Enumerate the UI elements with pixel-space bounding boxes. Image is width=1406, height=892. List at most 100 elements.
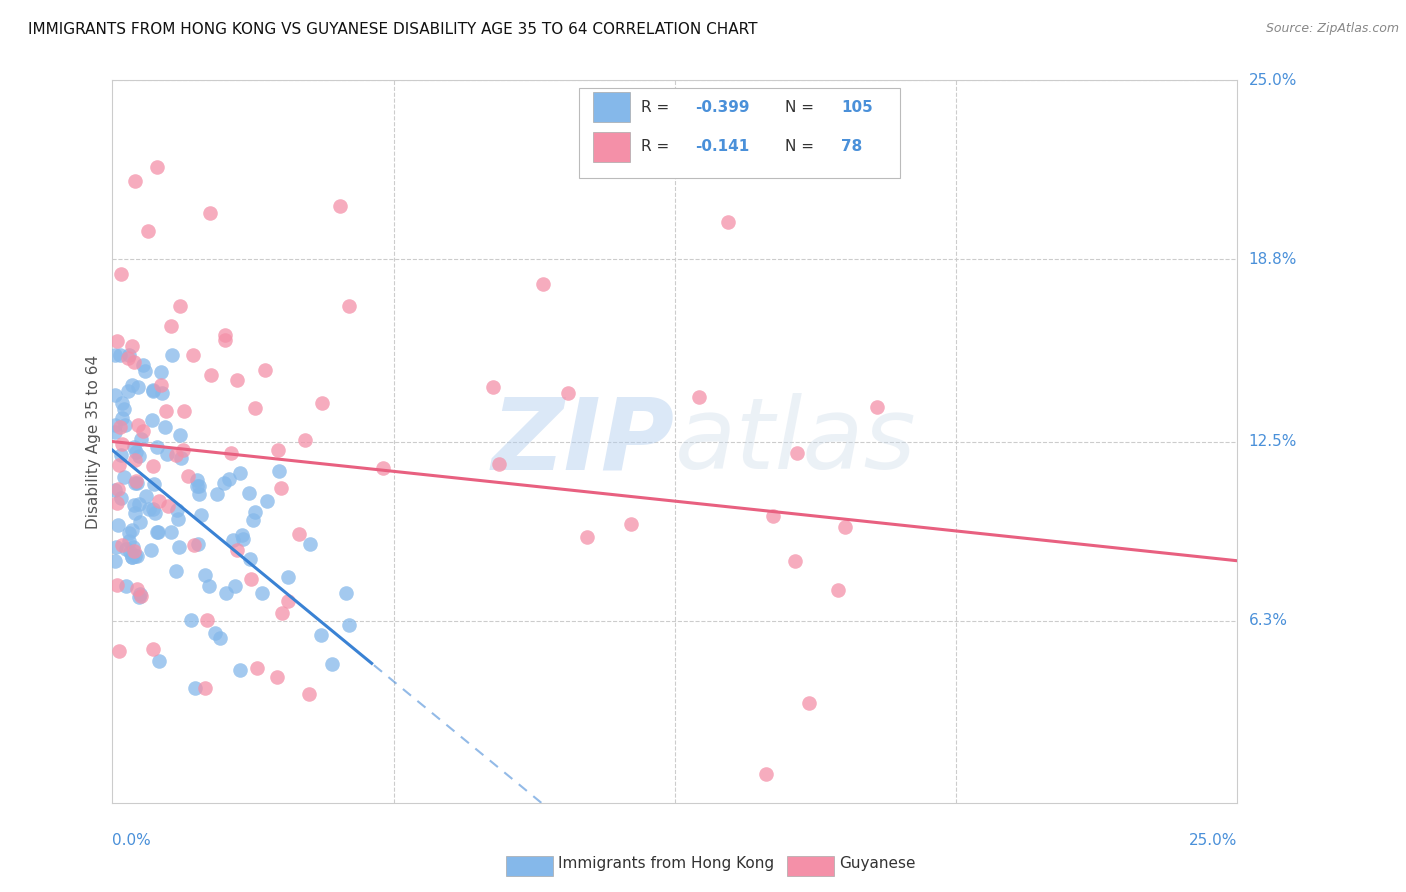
Point (142, 642, 165, 657)
Point (256, 494, 278, 508)
Point (142, 502, 165, 516)
Point (250, 586, 273, 600)
Point (205, 487, 228, 501)
Point (104, 554, 127, 568)
Point (195, 614, 218, 628)
Point (121, 377, 143, 392)
Point (114, 418, 136, 433)
Point (132, 358, 155, 372)
Point (238, 486, 260, 500)
Point (243, 505, 266, 519)
Point (866, 401, 889, 415)
Point (121, 550, 143, 565)
Point (172, 443, 194, 458)
Point (225, 373, 247, 387)
Point (228, 664, 250, 678)
Point (141, 413, 163, 427)
Point (125, 476, 148, 491)
Point (229, 466, 252, 480)
Point (299, 537, 322, 551)
Point (797, 696, 820, 710)
Point (371, 461, 394, 475)
Point (269, 465, 291, 479)
Point (108, 348, 131, 362)
Point (224, 579, 246, 593)
Point (266, 670, 288, 684)
Point (129, 586, 152, 600)
Point (165, 448, 187, 462)
Point (118, 545, 141, 559)
Point (134, 363, 156, 377)
Point (240, 572, 263, 586)
Point (488, 457, 510, 471)
Point (232, 532, 254, 546)
Point (117, 384, 139, 399)
Point (186, 473, 208, 487)
Point (143, 506, 166, 520)
Point (134, 490, 156, 504)
Point (167, 512, 190, 526)
Point (173, 404, 195, 418)
Point (107, 518, 129, 533)
Point (129, 515, 152, 529)
Point (186, 479, 208, 493)
Text: R =: R = (641, 139, 675, 154)
Point (141, 458, 163, 473)
Point (184, 681, 207, 695)
Point (298, 687, 321, 701)
Point (531, 277, 554, 292)
Point (122, 541, 145, 555)
Text: 0.0%: 0.0% (112, 833, 152, 848)
Point (138, 223, 160, 237)
Point (112, 402, 135, 417)
Point (121, 549, 143, 564)
Text: 78: 78 (841, 139, 863, 154)
Point (152, 386, 174, 401)
Point (620, 517, 643, 532)
Text: ZIP: ZIP (492, 393, 675, 490)
Point (105, 578, 128, 592)
Point (834, 519, 856, 533)
Text: 105: 105 (841, 100, 873, 114)
Point (309, 628, 332, 642)
Point (253, 363, 276, 377)
Point (121, 523, 143, 537)
Point (177, 469, 200, 483)
Point (157, 499, 180, 513)
Point (124, 174, 146, 188)
Point (111, 410, 134, 425)
Text: 18.8%: 18.8% (1249, 252, 1296, 267)
Text: IMMIGRANTS FROM HONG KONG VS GUYANESE DISABILITY AGE 35 TO 64 CORRELATION CHART: IMMIGRANTS FROM HONG KONG VS GUYANESE DI… (28, 22, 758, 37)
Point (114, 541, 136, 556)
Point (124, 506, 146, 520)
Point (104, 418, 127, 433)
Point (194, 681, 217, 695)
Point (132, 424, 155, 438)
Point (321, 657, 343, 672)
Point (146, 160, 169, 174)
Point (122, 355, 145, 369)
Point (187, 536, 209, 550)
Point (122, 440, 145, 454)
Text: Immigrants from Hong Kong: Immigrants from Hong Kong (558, 856, 775, 871)
Point (239, 551, 262, 566)
Point (105, 496, 128, 510)
Point (277, 570, 299, 584)
Point (575, 530, 598, 544)
Text: 6.3%: 6.3% (1249, 613, 1288, 628)
Text: -0.141: -0.141 (695, 139, 749, 154)
Point (198, 206, 221, 220)
Point (215, 586, 238, 600)
Point (104, 348, 127, 362)
Point (183, 348, 205, 362)
Point (169, 299, 191, 313)
Point (118, 533, 141, 548)
Point (266, 442, 288, 457)
Point (125, 475, 148, 489)
Point (127, 417, 149, 432)
Point (155, 404, 177, 418)
Point (112, 469, 135, 483)
Point (104, 540, 127, 554)
Point (118, 348, 141, 362)
Text: R =: R = (641, 100, 675, 114)
